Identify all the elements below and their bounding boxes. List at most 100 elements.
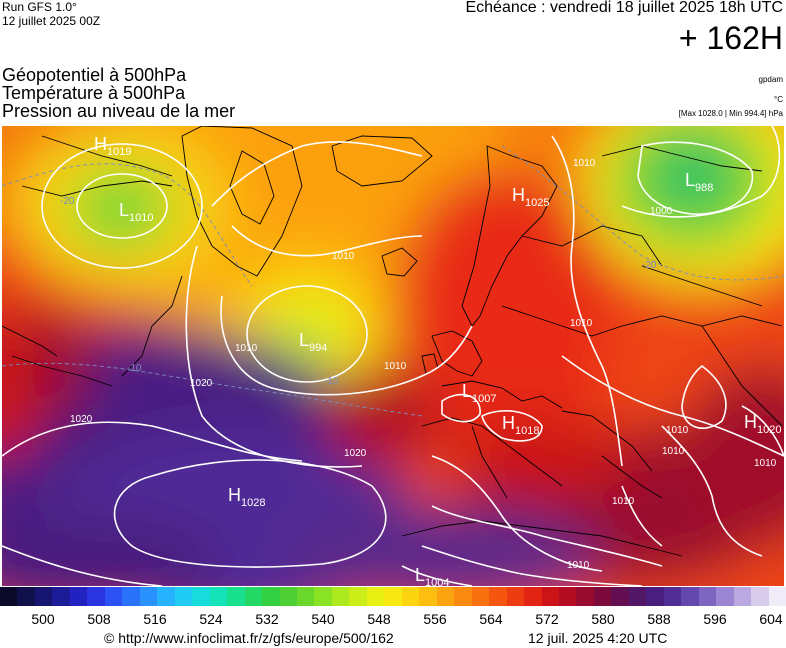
scale-swatch xyxy=(681,587,699,606)
pressure-center-low: L994 xyxy=(299,330,327,354)
isobar-label: 1010 xyxy=(666,425,689,436)
scale-swatch xyxy=(34,587,53,606)
scale-swatch xyxy=(524,587,542,606)
source-credit: © http://www.infoclimat.fr/z/gfs/europe/… xyxy=(104,630,394,646)
scale-swatch xyxy=(227,587,245,606)
coastlines xyxy=(2,126,783,557)
scale-tick-label: 596 xyxy=(703,611,727,627)
scale-tick-label: 516 xyxy=(143,611,167,627)
isobar-label: 1010 xyxy=(573,158,596,169)
isotherm-label: -20 xyxy=(60,196,75,207)
scale-swatch xyxy=(279,587,297,606)
pressure-center-high: H1020 xyxy=(744,412,781,436)
scale-swatch xyxy=(349,587,367,606)
unit-temperature: °C xyxy=(774,95,783,104)
scale-swatch xyxy=(17,587,35,606)
isobar-label: 1010 xyxy=(332,251,355,262)
scale-swatch xyxy=(244,587,263,606)
scale-swatch xyxy=(192,587,210,606)
isotherms xyxy=(2,145,784,417)
isotherm-labels: -20 -10 -10 -20 xyxy=(60,196,657,387)
param-pressure: Pression au niveau de la mer xyxy=(2,101,236,121)
isobar-labels: 1010 1010 1010 1010 1020 1020 1020 1000 … xyxy=(70,158,777,571)
scale-tick-label: 580 xyxy=(591,611,615,627)
scale-swatch xyxy=(157,587,175,606)
scale-swatch xyxy=(209,587,228,606)
scale-swatch xyxy=(69,587,88,606)
isobar-label: 1010 xyxy=(235,343,258,354)
pressure-center-low: L988 xyxy=(685,170,713,194)
scale-swatch xyxy=(87,587,105,606)
unit-geopotential: gpdam xyxy=(758,75,783,84)
scale-swatch xyxy=(628,587,647,606)
valid-time: Echéance : vendredi 18 juillet 2025 18h … xyxy=(465,0,783,16)
pressure-center-low: L1004 xyxy=(415,565,450,586)
scale-swatch xyxy=(611,587,629,606)
scale-swatch xyxy=(768,587,786,606)
scale-swatch xyxy=(331,587,350,606)
scale-tick-label: 572 xyxy=(535,611,559,627)
scale-swatch xyxy=(314,587,332,606)
param-temperature: Température à 500hPa xyxy=(2,83,186,103)
geopotential-color-scale xyxy=(0,587,786,606)
scale-swatch xyxy=(733,587,752,606)
pressure-center-high: H1018 xyxy=(502,413,539,437)
scale-tick-label: 588 xyxy=(647,611,671,627)
scale-swatch xyxy=(593,587,612,606)
run-date: 12 juillet 2025 00Z xyxy=(2,14,101,28)
scale-swatch xyxy=(419,587,437,606)
scale-tick-label: 500 xyxy=(31,611,55,627)
scale-swatch xyxy=(506,587,525,606)
scale-swatch xyxy=(296,587,315,606)
scale-swatch xyxy=(262,587,280,606)
isobar-label: 1010 xyxy=(612,496,635,507)
scale-swatch xyxy=(384,587,402,606)
scale-swatch xyxy=(559,587,577,606)
generation-timestamp: 12 juil. 2025 4:20 UTC xyxy=(528,630,668,646)
scale-swatch xyxy=(576,587,594,606)
isobar-label: 1010 xyxy=(754,458,777,469)
scale-swatch xyxy=(751,587,769,606)
color-scale-ticks: 500 508 516 524 532 540 548 556 564 572 580 588 596 6… xyxy=(0,611,786,627)
geopotential-field xyxy=(2,126,784,586)
scale-tick-label: 564 xyxy=(479,611,503,627)
pressure-center-high: H1019 xyxy=(94,134,131,158)
scale-swatch xyxy=(698,587,717,606)
forecast-lead-time: + 162H xyxy=(678,20,783,56)
isotherm-label: -20 xyxy=(642,260,657,271)
scale-swatch xyxy=(436,587,455,606)
scale-swatch xyxy=(104,587,123,606)
model-run-label: Run GFS 1.0° xyxy=(2,0,77,14)
scale-swatch xyxy=(366,587,385,606)
scale-tick-label: 524 xyxy=(199,611,223,627)
pressure-center-low: L1007 xyxy=(462,381,497,405)
scale-swatch xyxy=(139,587,158,606)
isobar-label: 1010 xyxy=(662,446,685,457)
isobar-label: 1010 xyxy=(570,318,593,329)
scale-tick-label: 532 xyxy=(255,611,279,627)
isobars xyxy=(2,126,784,586)
isobar-label: 1020 xyxy=(70,414,93,425)
unit-pressure-range: [Max 1028.0 | Min 994.4] hPa xyxy=(678,109,783,118)
scale-swatch xyxy=(646,587,664,606)
scale-swatch xyxy=(541,587,559,606)
pressure-center-high: H1025 xyxy=(512,185,549,209)
isobar-label: 1000 xyxy=(650,206,673,217)
pressure-center-low: L1010 xyxy=(119,200,154,224)
scale-swatch xyxy=(454,587,472,606)
scale-tick-label: 508 xyxy=(87,611,111,627)
scale-swatch xyxy=(52,587,70,606)
scale-tick-label: 540 xyxy=(311,611,335,627)
scale-swatch xyxy=(401,587,420,606)
pressure-center-high: H1028 xyxy=(228,485,265,509)
isotherm-label: -10 xyxy=(127,363,142,374)
pressure-centers: H1019 L1010 L994 H1025 L988 L1007 H1018 … xyxy=(94,134,781,586)
scale-swatch xyxy=(663,587,682,606)
isotherm-label: -10 xyxy=(324,376,339,387)
scale-swatch xyxy=(471,587,490,606)
scale-swatch xyxy=(0,587,18,606)
weather-map: -20 -10 -10 -20 1010 1010 1010 1010 1020… xyxy=(2,126,784,586)
isobar-label: 1010 xyxy=(384,361,407,372)
scale-swatch xyxy=(174,587,193,606)
scale-tick-label: 556 xyxy=(423,611,447,627)
